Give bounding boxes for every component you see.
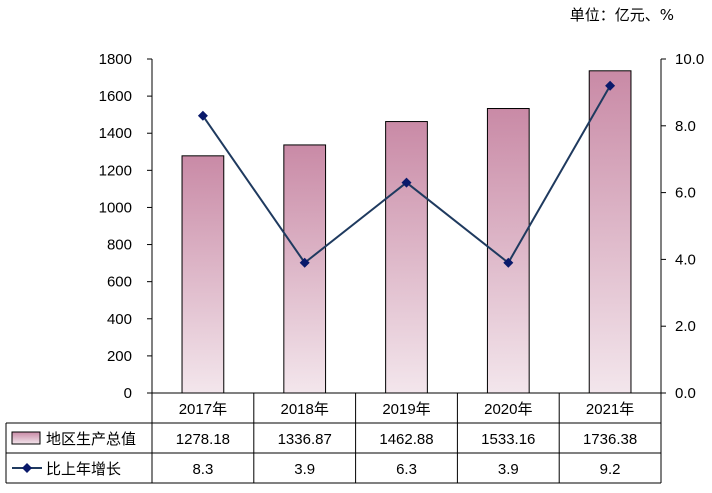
legend-swatch-bar: [11, 431, 41, 445]
left-tick-label: 200: [107, 348, 132, 365]
right-tick-label: 0.0: [675, 385, 696, 402]
left-tick-label: 0: [124, 385, 132, 402]
right-tick-label: 8.0: [675, 118, 696, 135]
legend-label-bar: 地区生产总值: [46, 431, 136, 448]
growth-point: [401, 177, 412, 188]
left-tick-label: 1200: [99, 162, 132, 179]
right-tick-label: 4.0: [675, 251, 696, 268]
growth-point: [299, 257, 310, 268]
growth-value-label: 3.9: [294, 461, 315, 478]
left-tick-label: 1000: [99, 199, 132, 216]
growth-point: [503, 257, 514, 268]
category-label: 2018年: [281, 401, 329, 418]
bar-value-label: 1336.87: [278, 431, 332, 448]
growth-value-label: 6.3: [396, 461, 417, 478]
growth-value-label: 9.2: [600, 461, 621, 478]
category-label: 2019年: [382, 401, 430, 418]
left-tick-label: 400: [107, 311, 132, 328]
legend-label-line: 比上年增长: [46, 461, 121, 478]
growth-value-label: 8.3: [192, 461, 213, 478]
left-tick-label: 1400: [99, 125, 132, 142]
category-label: 2021年: [586, 401, 634, 418]
bar: [385, 121, 428, 394]
bar: [283, 144, 327, 394]
bar-value-label: 1278.18: [176, 431, 230, 448]
left-tick-label: 1800: [99, 51, 132, 68]
unit-label: 单位：亿元、%: [569, 6, 674, 24]
bar: [181, 155, 225, 394]
bar-value-label: 1533.16: [481, 431, 535, 448]
growth-point: [197, 110, 208, 121]
bar-value-label: 1736.38: [583, 431, 637, 448]
bar-value-label: 1462.88: [379, 431, 433, 448]
right-tick-label: 2.0: [675, 318, 696, 335]
right-tick-label: 6.0: [675, 185, 696, 202]
growth-point: [605, 80, 616, 91]
legend-marker: [22, 463, 32, 473]
bar: [588, 70, 632, 394]
category-label: 2020年: [484, 401, 532, 418]
left-tick-label: 800: [107, 237, 132, 254]
growth-value-label: 3.9: [498, 461, 519, 478]
left-tick-label: 600: [107, 274, 132, 291]
left-tick-label: 1600: [99, 88, 132, 105]
category-label: 2017年: [179, 401, 227, 418]
right-tick-label: 10.0: [675, 51, 704, 68]
